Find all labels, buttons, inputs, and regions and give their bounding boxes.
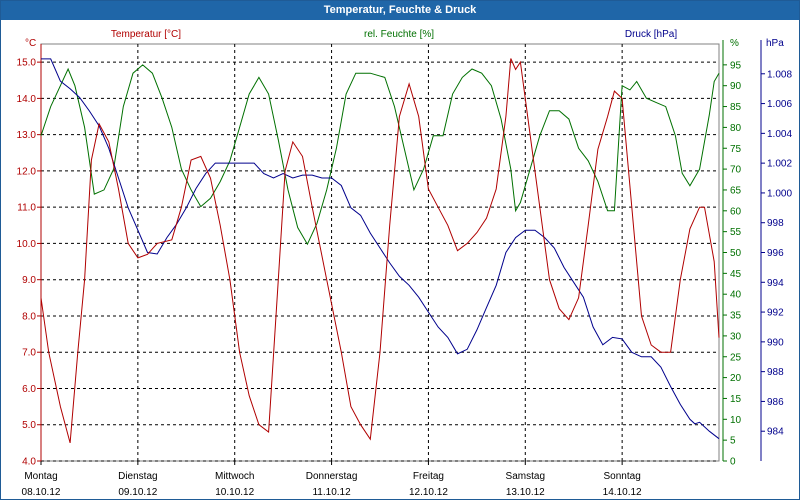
pressure-tick-label: 986 [767, 397, 784, 408]
temp-tick-label: 7.0 [22, 348, 36, 359]
pressure-tick-label: 988 [767, 367, 784, 378]
humidity-tick-label: 80 [730, 123, 742, 134]
x-tick-day-label: Freitag [413, 471, 444, 482]
temp-tick-label: 12.0 [17, 166, 37, 177]
pressure-tick-label: 1.006 [767, 99, 792, 110]
pressure-tick-label: 992 [767, 308, 784, 319]
humidity-axis-title: rel. Feuchte [%] [364, 29, 434, 40]
pressure-axis-title: Druck [hPa] [625, 29, 677, 40]
x-tick-date-label: 13.10.12 [506, 487, 545, 498]
temp-tick-label: 4.0 [22, 457, 36, 468]
humidity-series-line [40, 64, 720, 246]
temp-tick-label: 14.0 [17, 94, 37, 105]
pressure-series-line [41, 58, 720, 440]
temp-tick-label: 15.0 [17, 58, 37, 69]
temp-tick-label: 13.0 [17, 130, 37, 141]
humidity-tick-label: 15 [730, 394, 742, 405]
temp-tick-label: 11.0 [17, 203, 36, 214]
x-tick-day-label: Montag [24, 471, 57, 482]
humidity-tick-label: 5 [730, 436, 736, 447]
x-tick-date-label: 11.10.12 [312, 487, 351, 498]
series [40, 58, 720, 444]
labels: Montag 08.10.12 Dienstag 09.10.12 Mittwoch 10… [17, 29, 793, 498]
plot-border [40, 43, 720, 462]
x-tick-date-label: 10.10.12 [215, 487, 254, 498]
pressure-tick-label: 1.002 [767, 159, 792, 170]
pressure-tick-label: 1.008 [767, 69, 792, 80]
x-tick-date-label: 12.10.12 [409, 487, 448, 498]
pressure-tick-label: 994 [767, 278, 784, 289]
pressure-tick-label: 998 [767, 218, 784, 229]
chart-canvas: Montag 08.10.12 Dienstag 09.10.12 Mittwoch 10… [17, 29, 793, 498]
humidity-tick-label: 20 [730, 373, 742, 384]
x-tick-date-label: 08.10.12 [22, 487, 61, 498]
humidity-unit-label: % [730, 38, 739, 49]
temp-tick-label: 8.0 [22, 311, 36, 322]
temp-tick-label: 10.0 [17, 239, 37, 250]
x-tick-date-label: 09.10.12 [118, 487, 157, 498]
humidity-tick-label: 50 [730, 248, 742, 259]
humidity-tick-label: 30 [730, 331, 742, 342]
humidity-tick-label: 0 [730, 457, 736, 468]
pressure-tick-label: 990 [767, 337, 784, 348]
humidity-tick-label: 75 [730, 144, 742, 155]
chart-title: Temperatur, Feuchte & Druck [1, 1, 799, 20]
x-tick-day-label: Mittwoch [215, 471, 254, 482]
humidity-tick-label: 85 [730, 102, 742, 113]
humidity-tick-label: 10 [730, 415, 742, 426]
temp-tick-label: 9.0 [22, 275, 36, 286]
humidity-tick-label: 65 [730, 185, 742, 196]
temperature-series-line [40, 58, 720, 444]
pressure-tick-label: 1.000 [767, 188, 792, 199]
x-tick-day-label: Sonntag [604, 471, 641, 482]
temp-unit-label: °C [25, 38, 36, 49]
temp-tick-label: 6.0 [22, 384, 36, 395]
temp-tick-label: 5.0 [22, 420, 36, 431]
pressure-tick-label: 996 [767, 248, 784, 259]
humidity-tick-label: 90 [730, 81, 742, 92]
humidity-tick-label: 95 [730, 60, 742, 71]
humidity-tick-label: 45 [730, 269, 742, 280]
humidity-tick-label: 70 [730, 165, 742, 176]
humidity-tick-label: 55 [730, 227, 742, 238]
humidity-tick-label: 25 [730, 352, 742, 363]
pressure-unit-label: hPa [766, 38, 784, 49]
humidity-tick-label: 40 [730, 290, 742, 301]
x-tick-day-label: Donnerstag [306, 471, 358, 482]
humidity-tick-label: 35 [730, 311, 742, 322]
humidity-tick-label: 60 [730, 206, 742, 217]
pressure-tick-label: 1.004 [767, 129, 792, 140]
x-tick-day-label: Samstag [506, 471, 545, 482]
grid [40, 43, 720, 462]
x-tick-day-label: Dienstag [118, 471, 157, 482]
temp-axis-title: Temperatur [°C] [111, 29, 181, 40]
axes [37, 40, 765, 465]
x-tick-date-label: 14.10.12 [603, 487, 642, 498]
pressure-tick-label: 984 [767, 427, 784, 438]
